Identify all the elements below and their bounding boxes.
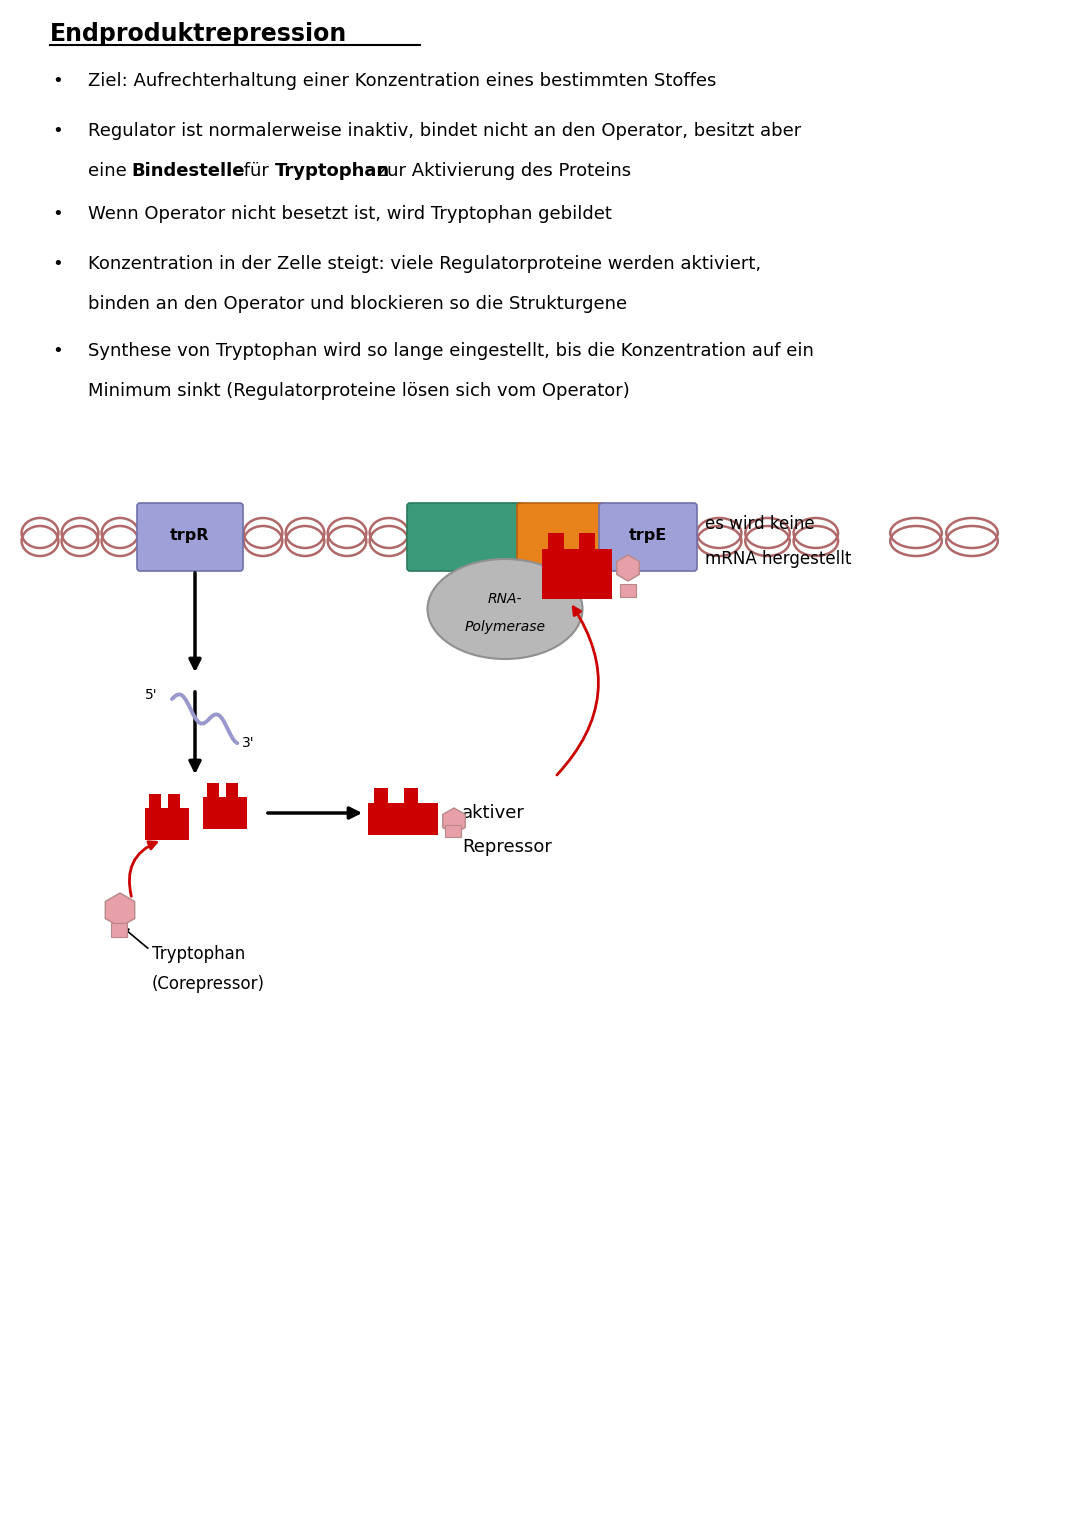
Text: binden an den Operator und blockieren so die Strukturgene: binden an den Operator und blockieren so… — [87, 295, 627, 313]
FancyArrowPatch shape — [130, 841, 157, 896]
Text: Regulator ist normalerweise inaktiv, bindet nicht an den Operator, besitzt aber: Regulator ist normalerweise inaktiv, bin… — [87, 122, 801, 140]
FancyBboxPatch shape — [445, 825, 461, 837]
FancyBboxPatch shape — [542, 550, 612, 599]
Text: 3': 3' — [242, 736, 255, 750]
Text: aktiver: aktiver — [462, 805, 525, 822]
FancyBboxPatch shape — [226, 783, 238, 797]
FancyBboxPatch shape — [111, 922, 127, 938]
Polygon shape — [617, 554, 639, 580]
FancyArrowPatch shape — [557, 606, 598, 776]
FancyBboxPatch shape — [207, 783, 219, 797]
FancyBboxPatch shape — [548, 533, 564, 550]
FancyBboxPatch shape — [517, 502, 605, 571]
FancyBboxPatch shape — [620, 583, 636, 597]
Polygon shape — [105, 893, 135, 927]
FancyBboxPatch shape — [149, 794, 161, 808]
Text: Konzentration in der Zelle steigt: viele Regulatorproteine werden aktiviert,: Konzentration in der Zelle steigt: viele… — [87, 255, 761, 273]
Text: für: für — [238, 162, 274, 180]
Ellipse shape — [428, 559, 582, 660]
FancyBboxPatch shape — [368, 803, 438, 835]
FancyBboxPatch shape — [404, 788, 418, 803]
FancyBboxPatch shape — [145, 808, 189, 840]
Text: trpE: trpE — [629, 528, 667, 544]
Text: •: • — [52, 255, 63, 273]
FancyBboxPatch shape — [137, 502, 243, 571]
Text: RNA-: RNA- — [488, 592, 523, 606]
Text: •: • — [52, 72, 63, 90]
Text: trpR: trpR — [171, 528, 210, 544]
Text: Polymerase: Polymerase — [464, 620, 545, 634]
Text: mRNA hergestellt: mRNA hergestellt — [705, 550, 851, 568]
Text: •: • — [52, 342, 63, 360]
Text: Ziel: Aufrechterhaltung einer Konzentration eines bestimmten Stoffes: Ziel: Aufrechterhaltung einer Konzentrat… — [87, 72, 716, 90]
Text: Repressor: Repressor — [462, 838, 552, 857]
FancyBboxPatch shape — [407, 502, 523, 571]
Text: Tryptophan: Tryptophan — [152, 945, 245, 964]
Text: Wenn Operator nicht besetzt ist, wird Tryptophan gebildet: Wenn Operator nicht besetzt ist, wird Tr… — [87, 205, 612, 223]
Text: zur Aktivierung des Proteins: zur Aktivierung des Proteins — [372, 162, 631, 180]
Text: eine: eine — [87, 162, 133, 180]
FancyBboxPatch shape — [599, 502, 697, 571]
Text: Minimum sinkt (Regulatorproteine lösen sich vom Operator): Minimum sinkt (Regulatorproteine lösen s… — [87, 382, 630, 400]
Polygon shape — [443, 808, 465, 834]
Text: •: • — [52, 122, 63, 140]
Text: es wird keine: es wird keine — [705, 515, 814, 533]
Text: Tryptophan: Tryptophan — [275, 162, 390, 180]
FancyBboxPatch shape — [374, 788, 388, 803]
Text: (Corepressor): (Corepressor) — [152, 976, 265, 993]
Text: Synthese von Tryptophan wird so lange eingestellt, bis die Konzentration auf ein: Synthese von Tryptophan wird so lange ei… — [87, 342, 814, 360]
FancyBboxPatch shape — [168, 794, 180, 808]
Text: Bindestelle: Bindestelle — [131, 162, 244, 180]
Text: 5': 5' — [146, 689, 158, 702]
FancyBboxPatch shape — [203, 797, 247, 829]
Text: •: • — [52, 205, 63, 223]
FancyBboxPatch shape — [579, 533, 595, 550]
Text: Endproduktrepression: Endproduktrepression — [50, 21, 348, 46]
